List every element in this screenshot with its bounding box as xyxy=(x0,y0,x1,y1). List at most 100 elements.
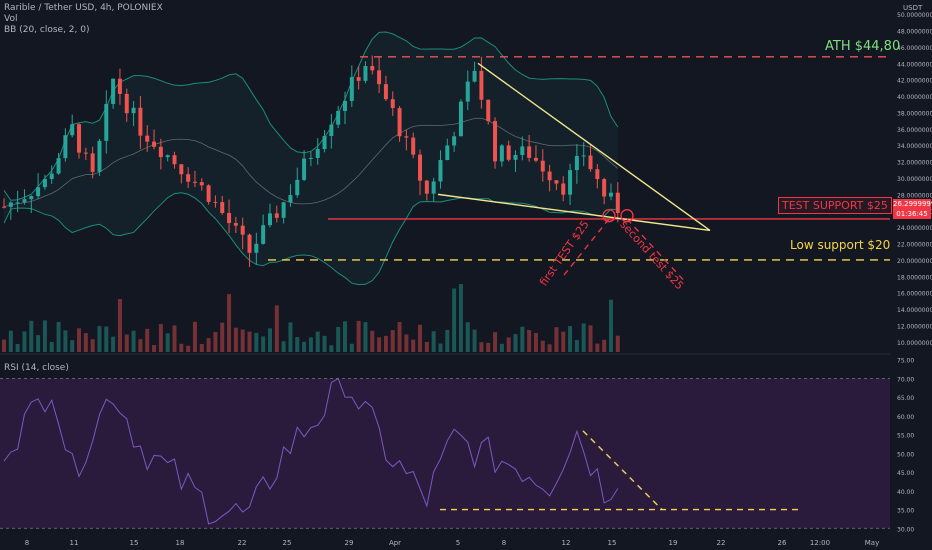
candle-body xyxy=(111,78,116,105)
volume-bar xyxy=(288,322,293,352)
time-axis[interactable]: 8 11 15 18 22 25 29 Apr 5 8 12 15 19 22 26 12:00 May xyxy=(25,539,879,547)
candle-body xyxy=(377,70,382,85)
volume-bar xyxy=(520,326,525,352)
bb-lower xyxy=(3,192,618,286)
volume-legend: Vol xyxy=(4,14,18,24)
volume-bar xyxy=(302,341,307,352)
candle-body xyxy=(506,145,511,160)
second-test-arrow xyxy=(626,218,684,281)
candle-body xyxy=(336,110,341,125)
candle-body xyxy=(615,192,620,213)
candle-body xyxy=(438,160,443,182)
first-test-arrow xyxy=(562,218,610,277)
candle-body xyxy=(499,145,504,162)
candle-body xyxy=(513,155,518,160)
volume-bar xyxy=(397,322,402,352)
candle-body xyxy=(418,154,423,181)
price-tick-label: 50.00000000 xyxy=(897,12,932,19)
candle-body xyxy=(267,213,272,226)
candle-body xyxy=(581,155,586,157)
volume-bar xyxy=(308,337,313,352)
candle-body xyxy=(63,135,68,159)
second-test-circle xyxy=(620,208,634,223)
candle-body xyxy=(97,140,102,172)
candle-body xyxy=(213,201,218,203)
volume-bar xyxy=(220,322,225,352)
candle-body xyxy=(158,146,163,158)
symbol-legend: Rarible / Tether USD, 4h, POLONIEX xyxy=(4,3,163,13)
price-tick-label: 12.00000000 xyxy=(897,323,932,330)
currency-label: USDT xyxy=(903,4,923,12)
candle-body xyxy=(527,146,532,158)
countdown-timer: 01:36:45 xyxy=(896,210,928,218)
low-support-label: Low support $20 xyxy=(790,238,891,252)
candlesticks xyxy=(2,55,620,268)
rsi-downtrend-line xyxy=(582,430,663,511)
candle-body xyxy=(124,93,129,114)
volume-bar xyxy=(424,341,429,352)
rsi-tick-label: 60.00 xyxy=(897,414,914,421)
candle-body xyxy=(240,225,245,235)
volume-bar xyxy=(472,329,477,352)
candle-body xyxy=(2,206,6,208)
volume-bar xyxy=(438,343,443,352)
rsi-tick-label: 75.00 xyxy=(897,358,914,365)
volume-bar xyxy=(513,334,518,352)
candle-body xyxy=(533,157,538,161)
candle-body xyxy=(554,180,559,184)
volume-bar xyxy=(574,340,579,352)
candle-body xyxy=(302,158,307,180)
rsi-tick-label: 40.00 xyxy=(897,489,914,496)
candle-body xyxy=(472,70,477,82)
candle-body xyxy=(424,180,429,194)
candle-body xyxy=(561,183,566,195)
candle-body xyxy=(274,213,279,218)
volume-bar xyxy=(104,326,109,352)
price-tick-label: 14.00000000 xyxy=(897,307,932,314)
price-tick-label: 22.00000000 xyxy=(897,242,932,249)
rsi-legend: RSI (14, close) xyxy=(4,363,69,373)
candle-body xyxy=(308,157,313,159)
candle-body xyxy=(77,124,82,153)
volume-bar xyxy=(506,337,511,352)
volume-bar xyxy=(581,323,586,352)
volume-bar xyxy=(274,305,279,352)
candle-body xyxy=(486,99,491,122)
volume-bar xyxy=(15,344,20,352)
price-axis[interactable]: 50.00000000 48.00000000 46.00000000 44.0000… xyxy=(897,12,932,347)
time-tick-label: 8 xyxy=(502,539,506,547)
candle-body xyxy=(199,182,204,186)
volume-bar xyxy=(36,335,41,352)
volume-bar xyxy=(192,321,197,352)
volume-bar xyxy=(588,325,593,352)
volume-bar xyxy=(486,342,491,352)
volume-bar xyxy=(602,339,607,352)
candle-body xyxy=(465,81,470,102)
candle-body xyxy=(329,124,334,136)
volume-bar xyxy=(131,330,136,352)
rsi-axis[interactable]: 75.00 70.00 65.00 60.00 55.00 50.00 45.00 40.00… xyxy=(897,358,914,534)
price-tick-label: 46.00000000 xyxy=(897,45,932,52)
volume-bar xyxy=(452,288,457,352)
candle-body xyxy=(131,107,136,114)
volume-bar xyxy=(254,332,259,352)
candle-body xyxy=(254,243,259,253)
candle-body xyxy=(295,179,300,196)
volume-bar xyxy=(383,335,388,352)
triangle-upper-trendline xyxy=(477,62,711,231)
price-tick-label: 30.00000000 xyxy=(897,176,932,183)
candle-body xyxy=(397,108,402,137)
volume-bar xyxy=(77,328,82,352)
candle-body xyxy=(220,202,225,213)
volume-bar xyxy=(418,324,423,352)
candle-body xyxy=(83,152,88,154)
volume-bar xyxy=(411,339,416,352)
price-tick-label: 18.00000000 xyxy=(897,274,932,281)
rsi-tick-label: 50.00 xyxy=(897,451,914,458)
candle-body xyxy=(22,199,27,203)
last-price-value: 26.29999999 xyxy=(893,200,932,208)
candle-body xyxy=(343,100,347,111)
price-tick-label: 38.00000000 xyxy=(897,110,932,117)
rsi-line xyxy=(3,377,619,525)
